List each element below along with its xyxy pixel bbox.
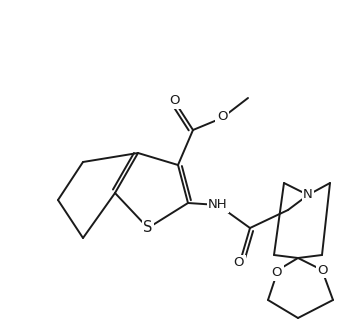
Text: NH: NH <box>208 199 228 212</box>
Text: O: O <box>272 266 282 279</box>
Text: O: O <box>234 257 244 270</box>
Text: O: O <box>170 95 180 108</box>
Text: S: S <box>143 220 153 235</box>
Text: O: O <box>318 263 328 276</box>
Text: O: O <box>217 111 227 124</box>
Text: N: N <box>303 188 313 201</box>
